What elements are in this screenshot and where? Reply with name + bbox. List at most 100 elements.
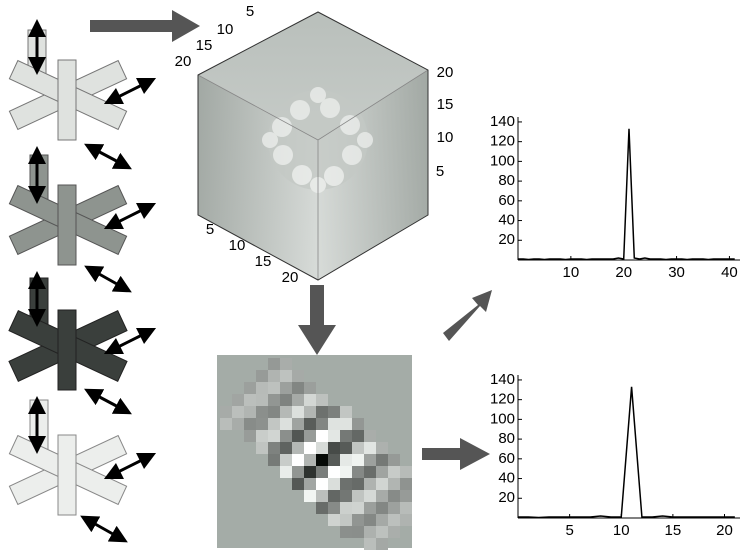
heatmap-pixel — [340, 490, 352, 502]
heatmap-pixel — [268, 430, 280, 442]
density-cube — [197, 11, 429, 281]
heatmap-pixel — [400, 466, 412, 478]
heatmap-pixel — [352, 418, 364, 430]
heatmap-pixel — [280, 430, 292, 442]
heatmap-pixel — [280, 466, 292, 478]
heatmap-pixel — [220, 406, 232, 418]
cube-tick-label: 20 — [282, 269, 299, 286]
heatmap-pixel — [268, 358, 280, 370]
heatmap-pixel — [376, 466, 388, 478]
y-tick-label: 140 — [490, 113, 515, 130]
cube-tick-label: 15 — [255, 253, 272, 270]
heatmap-pixel — [328, 478, 340, 490]
heatmap-pixel — [244, 382, 256, 394]
heatmap-pixel — [364, 430, 376, 442]
heatmap-pixel — [376, 478, 388, 490]
x-tick-label: 10 — [613, 522, 630, 539]
heatmap-pixel — [304, 406, 316, 418]
heatmap-pixel — [316, 454, 328, 466]
heatmap-pixel — [376, 490, 388, 502]
heatmap-pixel — [364, 478, 376, 490]
y-tick-label: 120 — [490, 391, 515, 408]
x-tick-label: 15 — [665, 522, 682, 539]
y-tick-label: 40 — [498, 470, 515, 487]
heatmap-pixel — [328, 490, 340, 502]
heatmap-pixel — [244, 406, 256, 418]
heatmap-pixel — [328, 466, 340, 478]
heatmap-pixel — [292, 418, 304, 430]
y-tick-label: 60 — [498, 192, 515, 209]
heatmap-pixel — [316, 406, 328, 418]
heatmap-image — [217, 355, 412, 550]
heatmap-pixel — [292, 370, 304, 382]
heatmap-pixel — [352, 430, 364, 442]
heatmap-pixel — [256, 370, 268, 382]
heatmap-pixel — [292, 442, 304, 454]
heatmap-pixel — [328, 418, 340, 430]
heatmap-pixel — [304, 418, 316, 430]
heatmap-pixel — [340, 466, 352, 478]
heatmap-pixel — [340, 526, 352, 538]
heatmap-pixel — [364, 502, 376, 514]
heatmap-pixel — [328, 430, 340, 442]
heatmap-pixel — [292, 406, 304, 418]
heatmap-pixel — [304, 466, 316, 478]
heatmap-pixel — [244, 394, 256, 406]
heatmap-pixel — [268, 454, 280, 466]
heatmap-pixel — [340, 478, 352, 490]
heatmap-pixel — [388, 514, 400, 526]
y-tick-label: 80 — [498, 430, 515, 447]
cube-tick-label: 20 — [175, 53, 192, 70]
heatmap-pixel — [316, 418, 328, 430]
heatmap-pixel — [280, 370, 292, 382]
heatmap-pixel — [304, 394, 316, 406]
y-tick-label: 20 — [498, 231, 515, 248]
heatmap-pixel — [268, 418, 280, 430]
y-tick-label: 140 — [490, 371, 515, 388]
heatmap-pixel — [280, 406, 292, 418]
x-tick-label: 40 — [721, 264, 738, 281]
heatmap-pixel — [352, 442, 364, 454]
heatmap-pixel — [376, 538, 388, 550]
heatmap-pixel — [352, 490, 364, 502]
x-tick-label: 5 — [565, 522, 573, 539]
heatmap-pixel — [376, 454, 388, 466]
heatmap-pixel — [376, 442, 388, 454]
heatmap-pixel — [268, 394, 280, 406]
heatmap-pixel — [388, 490, 400, 502]
cube-tick-label: 10 — [437, 129, 454, 146]
y-tick-label: 100 — [490, 410, 515, 427]
cube-tick-label: 5 — [246, 3, 254, 20]
heatmap-pixel — [328, 514, 340, 526]
heatmap-pixel — [340, 430, 352, 442]
heatmap-pixel — [304, 430, 316, 442]
heatmap-pixel — [316, 394, 328, 406]
heatmap-pixel — [388, 454, 400, 466]
heatmap-pixel — [304, 490, 316, 502]
heatmap-pixel — [400, 502, 412, 514]
y-tick-label: 60 — [498, 450, 515, 467]
heatmap-pixel — [400, 478, 412, 490]
heatmap-pixel — [232, 418, 244, 430]
heatmap-pixel — [292, 394, 304, 406]
heatmap-pixel — [316, 502, 328, 514]
heatmap-pixel — [340, 502, 352, 514]
y-tick-label: 40 — [498, 212, 515, 229]
heatmap-pixel — [364, 514, 376, 526]
heatmap-pixel — [364, 538, 376, 550]
heatmap-pixel — [340, 514, 352, 526]
heatmap-pixel — [256, 382, 268, 394]
heatmap-pixel — [328, 442, 340, 454]
cube-tick-label: 5 — [436, 163, 444, 180]
heatmap-pixel — [244, 430, 256, 442]
heatmap-pixel — [280, 418, 292, 430]
jack-illustrations — [8, 19, 157, 543]
heatmap-pixel — [328, 406, 340, 418]
heatmap-pixel — [304, 382, 316, 394]
heatmap-pixel — [292, 478, 304, 490]
heatmap-pixel — [268, 382, 280, 394]
cube-tick-label: 10 — [229, 237, 246, 254]
heatmap-pixel — [388, 466, 400, 478]
heatmap-pixel — [268, 442, 280, 454]
